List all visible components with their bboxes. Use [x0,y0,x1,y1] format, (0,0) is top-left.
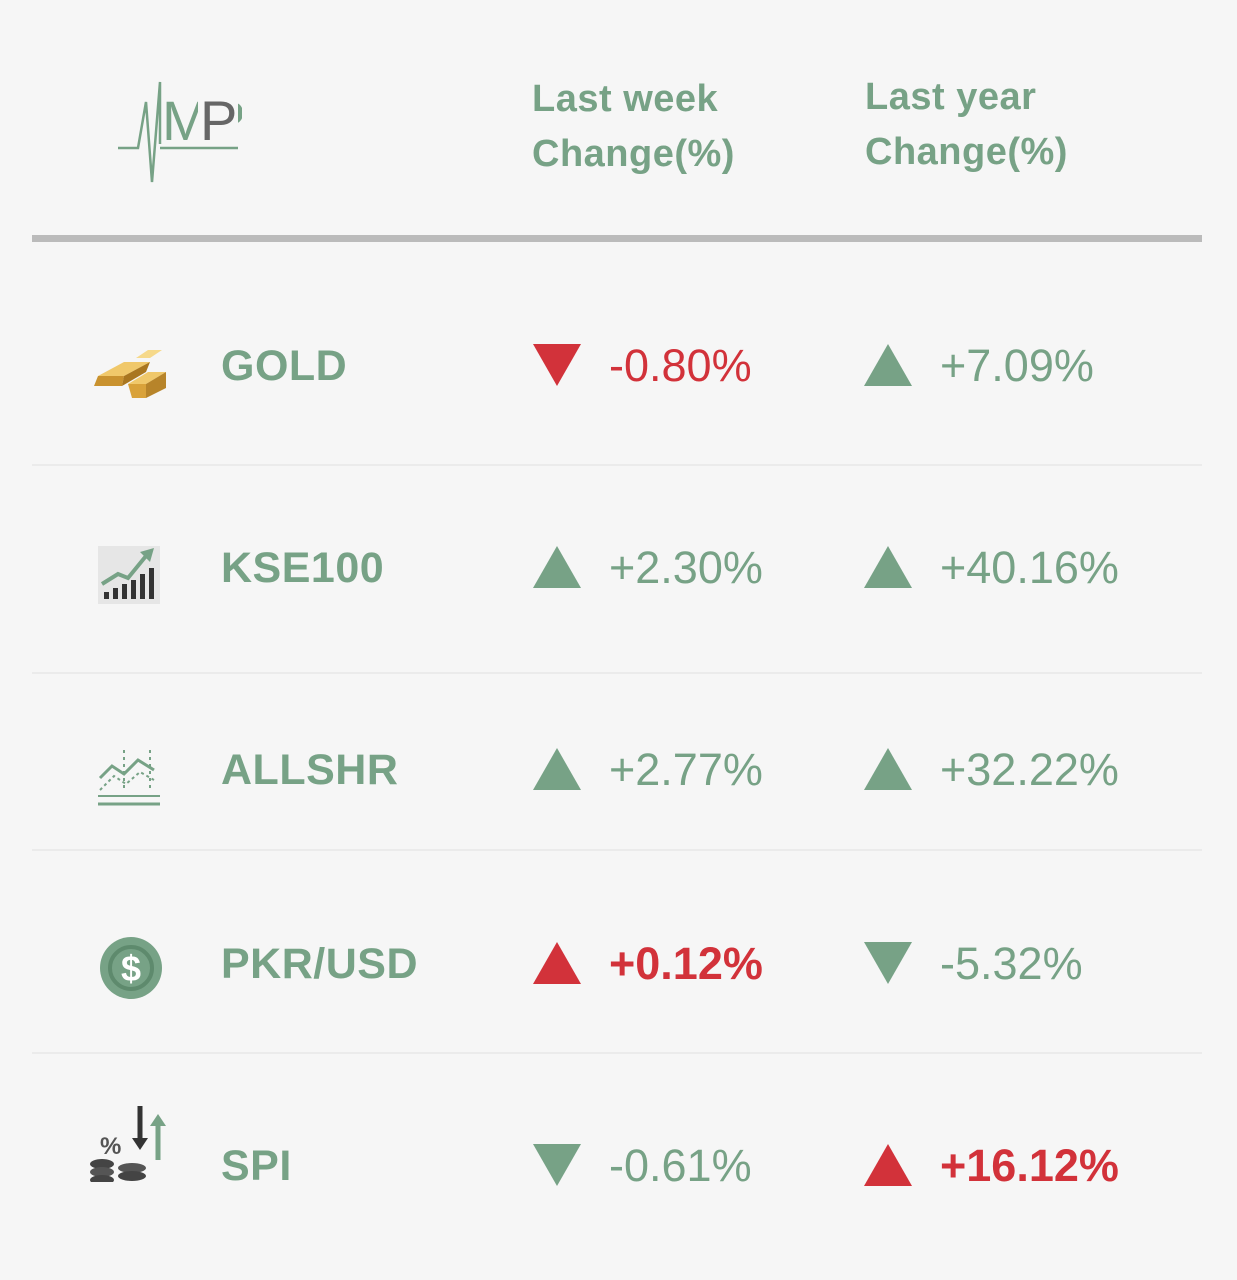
direction-arrow-icon [864,942,912,984]
amp-logo: MP P [118,81,242,183]
direction-arrow-icon [864,546,912,588]
change-value: +7.09% [940,340,1094,391]
table-row: ALLSHR +2.77% +32.22% [0,714,1237,824]
coins-percent-icon: % [90,1106,166,1182]
change-value: -0.80% [609,340,752,391]
bar-chart-up-icon [98,546,160,604]
direction-arrow-icon [864,748,912,790]
header-divider [32,235,1202,242]
direction-arrow-icon [533,942,581,984]
header-last-week-line1: Last week [532,78,719,120]
row-divider [32,672,1202,674]
change-value: +32.22% [940,744,1119,795]
direction-arrow-icon [864,344,912,386]
asset-name: PKR/USD [221,940,419,988]
asset-name: GOLD [221,342,348,390]
table-row: GOLD -0.80% +7.09% [0,310,1237,420]
direction-arrow-icon [533,1144,581,1186]
header-last-year-line1: Last year [865,76,1037,118]
header-last-week-line2: Change(%) [532,133,735,175]
direction-arrow-icon [533,546,581,588]
direction-arrow-icon [533,748,581,790]
header-last-week: Last week Change(%) [532,72,735,182]
svg-text:%: % [100,1133,121,1160]
svg-text:$: $ [121,948,141,989]
svg-text:P: P [200,89,237,152]
change-value: +2.77% [609,744,763,795]
asset-name: ALLSHR [221,746,399,794]
table-row: $ PKR/USD +0.12% -5.32% [0,908,1237,1018]
table-row: % SPI -0.61% +16.12% [0,1106,1237,1220]
change-value: -0.61% [609,1140,752,1191]
change-value: +0.12% [609,938,763,989]
row-divider [32,849,1202,851]
asset-name: KSE100 [221,544,385,592]
header-last-year-line2: Change(%) [865,131,1068,173]
change-value: +40.16% [940,542,1119,593]
change-value: +2.30% [609,542,763,593]
header-last-year: Last year Change(%) [865,70,1068,180]
change-value: -5.32% [940,938,1083,989]
line-chart-icon [98,750,160,806]
table-row: KSE100 +2.30% +40.16% [0,512,1237,622]
asset-name: SPI [221,1142,292,1190]
direction-arrow-icon [864,1144,912,1186]
row-divider [32,1052,1202,1054]
change-value: +16.12% [940,1140,1119,1191]
direction-arrow-icon [533,344,581,386]
row-divider [32,464,1202,466]
gold-bars-icon [94,350,166,398]
dollar-coin-icon: $ [100,937,162,999]
